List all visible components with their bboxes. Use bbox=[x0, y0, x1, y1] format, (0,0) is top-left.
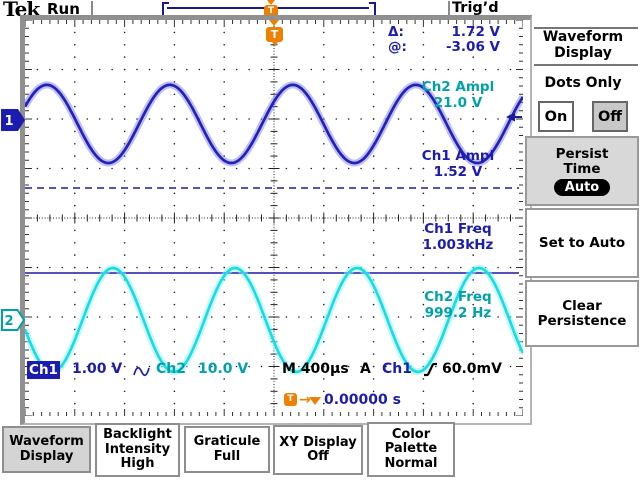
measurement-ch2-ampl: Ch2 Ampl 21.0 V bbox=[421, 79, 495, 111]
delay-arrow-icon: → bbox=[299, 392, 311, 408]
bottom-waveform-display-button[interactable]: Waveform Display bbox=[2, 426, 91, 473]
trigger-position-t-icon: T bbox=[266, 27, 283, 42]
ch1-scale-value: 1.00 V bbox=[72, 361, 123, 377]
dots-only-off-button[interactable]: Off bbox=[592, 101, 628, 132]
ch2-scale-value: 10.0 V bbox=[198, 361, 249, 377]
ch1-coupling-sine-icon bbox=[133, 366, 150, 377]
measurement-ch1-ampl: Ch1 Ampl 1.52 V bbox=[421, 148, 495, 180]
svg-text:1: 1 bbox=[4, 114, 13, 129]
trigger-position-nub-icon bbox=[272, 42, 278, 46]
bottom-graticule-button[interactable]: Graticule Full bbox=[184, 426, 270, 473]
cursor-at-value: -3.06 V bbox=[445, 39, 500, 55]
trigger-position-arrow-icon bbox=[269, 20, 279, 26]
measurement-ch1-freq: Ch1 Freq 1.003kHz bbox=[422, 221, 494, 253]
bottom-backlight-intensity-button[interactable]: Backlight Intensity High bbox=[95, 423, 180, 477]
record-trigger-t-icon: T bbox=[264, 5, 278, 17]
trigger-level-value: 60.0mV bbox=[442, 361, 502, 377]
persist-time-button[interactable]: Persist Time Auto bbox=[525, 136, 639, 206]
svg-text:2: 2 bbox=[4, 314, 13, 329]
graticule-plot bbox=[25, 20, 523, 416]
delay-t-icon: T bbox=[284, 393, 297, 406]
side-title-topline bbox=[534, 27, 638, 29]
set-to-auto-button[interactable]: Set to Auto bbox=[525, 208, 639, 278]
trigger-status: Trig’d bbox=[452, 0, 499, 16]
clear-persistence-button[interactable]: Clear Persistence bbox=[525, 280, 639, 347]
delay-time-readout: 0.00000 s bbox=[324, 392, 401, 408]
ch2-position-marker[interactable]: 2 bbox=[1, 309, 26, 331]
topbar-divider2 bbox=[448, 1, 450, 16]
trigger-source: Ch1 bbox=[382, 361, 412, 377]
cursor-delta-label: Δ: bbox=[388, 24, 404, 40]
side-menu-title: Waveform Display bbox=[542, 29, 624, 61]
trigger-mode-prefix: A bbox=[360, 361, 371, 377]
delay-triangle-icon bbox=[309, 397, 321, 405]
measurement-ch2-freq: Ch2 Freq 999.2 Hz bbox=[424, 289, 492, 321]
cursor-readout: Δ: 1.72 V @: -3.06 V bbox=[388, 25, 500, 55]
side-title-bottomline bbox=[534, 64, 638, 66]
graticule-frame bbox=[20, 15, 532, 425]
topbar-divider bbox=[91, 1, 93, 16]
ch1-position-marker[interactable]: 1 bbox=[1, 109, 26, 131]
ch2-scale-label: Ch2 bbox=[156, 361, 186, 377]
dots-only-on-button[interactable]: On bbox=[538, 101, 574, 132]
bottom-color-palette-button[interactable]: Color Palette Normal bbox=[367, 422, 455, 477]
trigger-rising-edge-icon bbox=[424, 362, 437, 377]
timebase-readout: M 400µs bbox=[282, 361, 349, 377]
record-trigger-arrow-icon bbox=[267, 0, 275, 5]
dots-only-label: Dots Only bbox=[544, 75, 622, 91]
persist-time-value-pill: Auto bbox=[553, 178, 611, 196]
ch1-scale-badge: Ch1 bbox=[27, 361, 60, 379]
cursor-at-label: @: bbox=[388, 39, 407, 55]
acquisition-status: Run bbox=[47, 0, 80, 18]
bottom-xy-display-button[interactable]: XY Display Off bbox=[273, 425, 363, 475]
cursor-delta-value: 1.72 V bbox=[451, 24, 500, 40]
